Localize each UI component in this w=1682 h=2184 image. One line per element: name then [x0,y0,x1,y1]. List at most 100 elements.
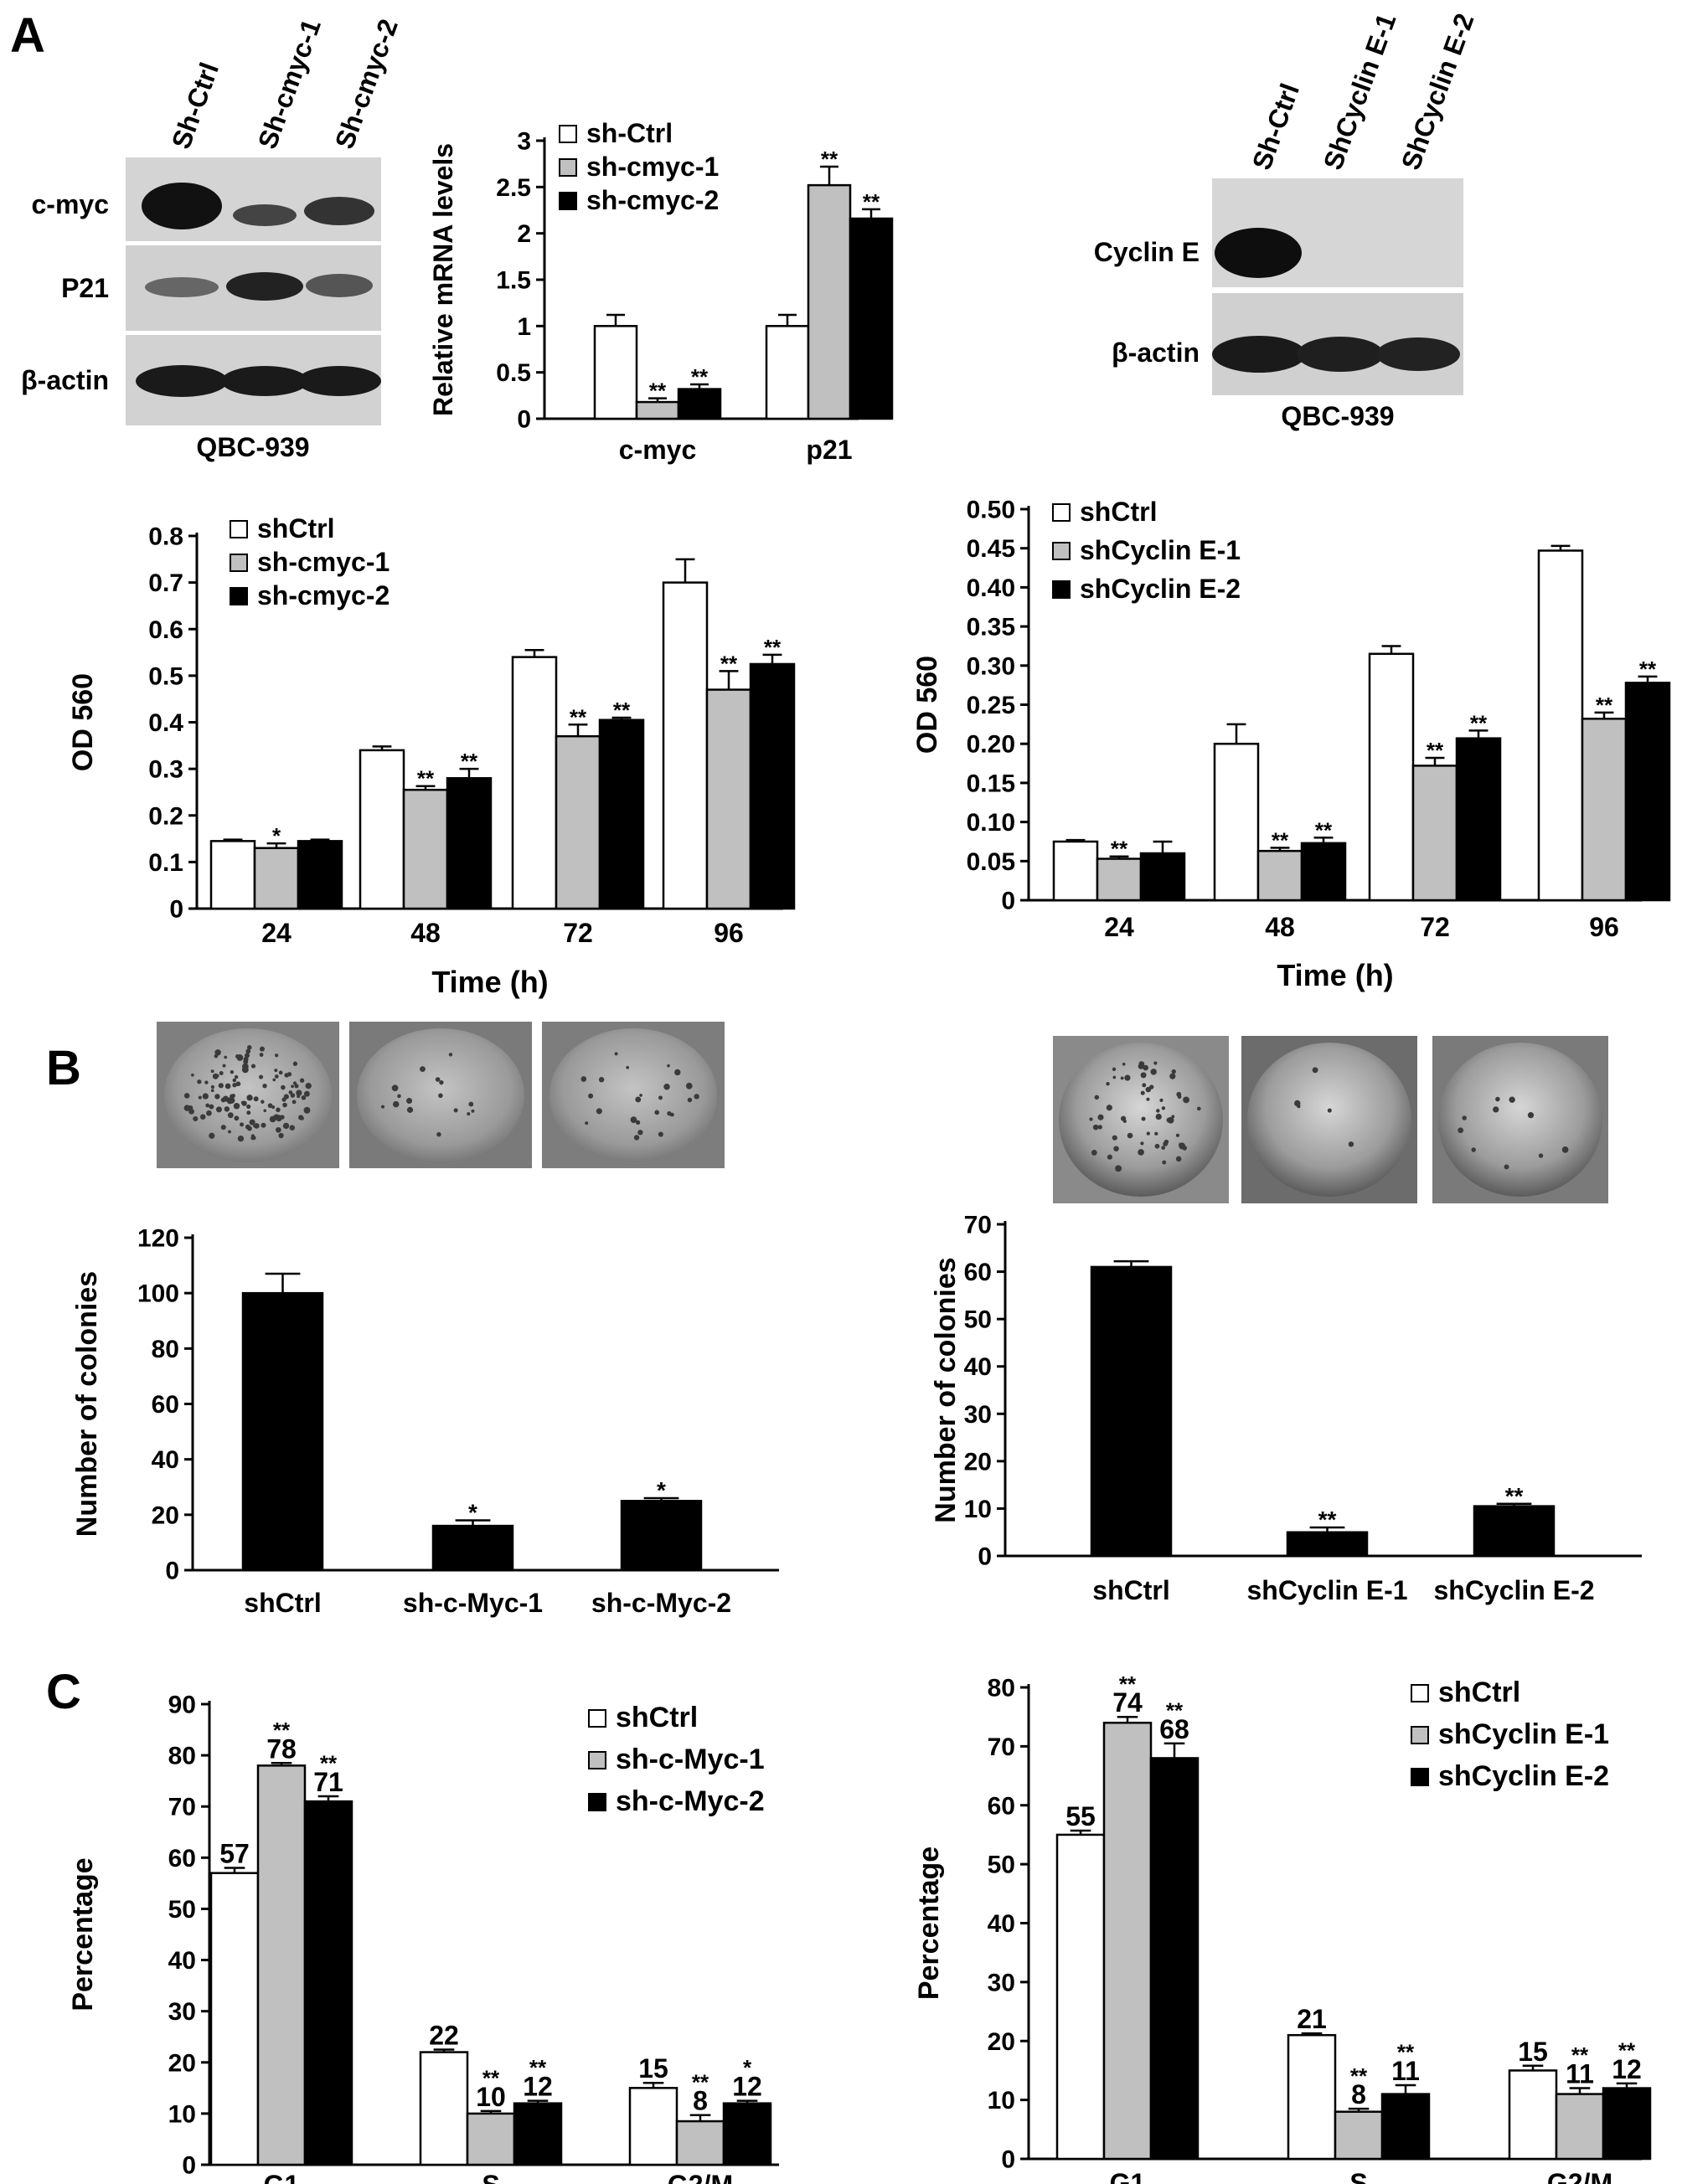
y-tick-label: 10 [964,1496,992,1523]
colony-dot [235,1081,241,1087]
colony-dot [269,1115,276,1123]
colony-dot [246,1045,252,1050]
bar [209,1872,260,2166]
y-tick-label: 40 [988,1910,1015,1938]
colony-dot [1171,1069,1176,1074]
colony-dot [669,1113,673,1116]
data-label: 11 [1391,2056,1420,2086]
bar [1149,1757,1200,2161]
colony-dot [1458,1127,1464,1134]
significance-mark: ** [1618,2038,1636,2063]
colony-dot [439,1079,444,1085]
colony-dot [1155,1113,1162,1120]
blot-band [221,366,308,396]
colony-dot [267,1103,273,1109]
y-tick-label: 0 [182,2152,196,2180]
y-tick-label: 1.5 [496,267,531,295]
colony-dot [406,1098,413,1105]
y-tick-label: 0.1 [148,849,183,877]
bar [253,847,300,910]
x-tick-label: 24 [261,918,292,948]
y-axis-label: OD 560 [67,673,99,771]
legend-swatch [559,158,577,177]
significance-mark: ** [720,651,738,676]
bar [635,400,680,420]
data-label: 57 [219,1839,250,1869]
data-label: 15 [1518,2037,1548,2067]
colony-dot [596,1108,602,1115]
y-tick-label: 0.30 [967,652,1015,680]
colony-dot [275,1053,279,1058]
legend-label: sh-cmyc-2 [586,185,719,215]
blot-lane-label: Sh-Ctrl [166,59,224,153]
colony-dot [658,1131,663,1137]
bar [1368,652,1415,902]
significance-mark: ** [863,189,880,214]
colony-dot [224,1106,230,1112]
chart-od_cyclin: 0 0.05 0.10 0.15 0.20 0.25 0.30 0.35 0.40 0.45 0.5… [911,497,1671,992]
colony-dot [300,1116,304,1120]
colony-dot [1143,1064,1148,1071]
colony-dot [280,1115,285,1120]
western-blot-cmyc: Sh-Ctrl Sh-cmyc-1 Sh-cmyc-2 c-myc P21 β-… [21,15,404,462]
significance-mark: ** [461,749,478,774]
y-tick-label: 0.15 [967,770,1015,797]
colony-dot [274,1069,278,1073]
colony-dot [1097,1125,1102,1130]
colony-dot [1138,1061,1145,1068]
colony-dot [253,1096,259,1102]
bar [849,217,894,420]
x-tick-label: G2/M [1547,2168,1612,2184]
colony-dot [253,1124,256,1128]
y-tick-label: 0.05 [967,848,1015,876]
colony-dot [1509,1096,1515,1103]
bar [1455,737,1502,902]
colony-dot [232,1083,237,1088]
bar [1334,2110,1384,2161]
colony-dot [278,1070,283,1075]
blot-band [1297,337,1384,372]
bar [256,1764,307,2166]
colony-dot [263,1109,267,1113]
colony-dot [210,1069,214,1074]
significance-mark: ** [692,2069,709,2094]
colony-dot [630,1116,637,1124]
bar [1287,2033,1337,2161]
x-tick-label: shCyclin E-2 [1433,1575,1594,1605]
colony-dot [218,1083,224,1089]
colony-dot [1169,1073,1176,1079]
bar [807,183,852,420]
colony-dot [1113,1146,1119,1151]
bar [1096,858,1143,902]
colony-dot [1092,1124,1099,1131]
legend-swatch [559,125,577,143]
colony-dot [220,1125,226,1131]
legend-swatch [559,192,577,210]
x-tick-label: shCtrl [1092,1575,1169,1605]
y-tick-label: 60 [168,1845,196,1872]
colony-dot [246,1110,251,1115]
y-axis-label: Percentage [67,1857,99,2011]
colony-dot [694,1094,699,1100]
colony-dot [1156,1109,1160,1113]
data-label: 12 [1612,2054,1642,2084]
data-label: 22 [429,2021,459,2051]
y-tick-label: 0.7 [148,569,183,597]
bar [555,734,601,910]
colony-dot [286,1072,292,1077]
colony-dot [1140,1072,1147,1079]
bar [705,688,752,910]
plate-dish [1438,1043,1602,1197]
colony-dot [233,1103,240,1110]
x-axis-label: Time (h) [1277,958,1393,992]
colony-dot [191,1073,194,1077]
colony-dot [251,1136,256,1141]
colony-dot [292,1061,298,1066]
significance-mark: ** [1272,827,1289,852]
bar [431,1524,514,1572]
y-tick-label: 0.10 [967,809,1015,837]
colony-dot [294,1084,299,1089]
colony-dot [1142,1083,1147,1088]
y-tick-label: 0 [1001,888,1015,915]
bar [297,840,343,910]
